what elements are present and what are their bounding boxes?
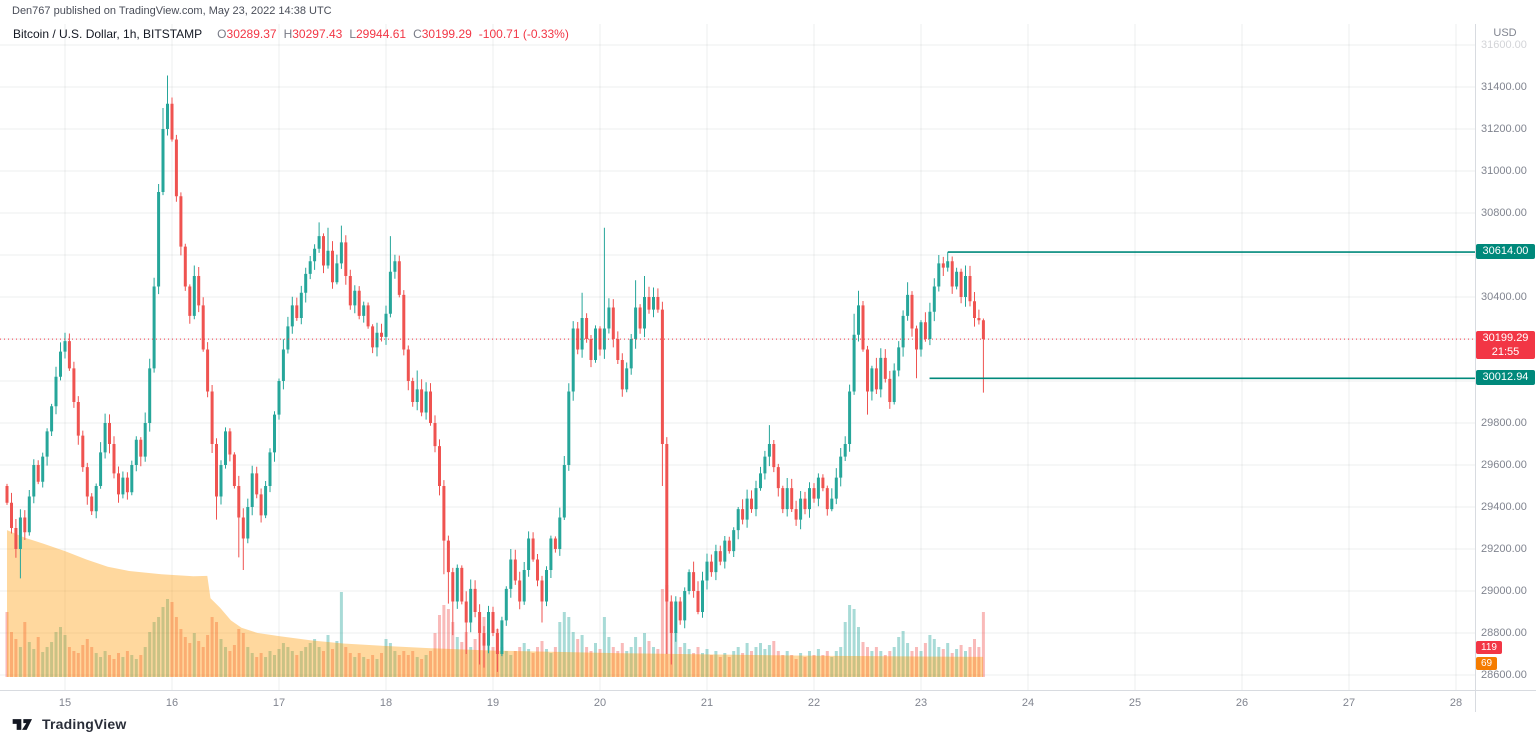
candles-layer xyxy=(5,75,985,672)
ohlc-high-value: 30297.43 xyxy=(292,27,343,41)
ohlc-close-value: 30199.29 xyxy=(421,27,472,41)
down-candle-bodies xyxy=(5,103,985,655)
publish-header: Den767 published on TradingView.com, May… xyxy=(12,5,332,17)
price-tick-label-faded: 31600.00 xyxy=(1481,39,1527,51)
volume-ma-area xyxy=(7,530,984,677)
volume-bars-up xyxy=(18,592,967,677)
level-price-label-upper: 30614.00 xyxy=(1476,244,1535,260)
ohlc-open-label: O xyxy=(217,27,227,41)
ohlc-low-label: L xyxy=(349,27,356,41)
tradingview-wordmark: TradingView xyxy=(42,716,127,732)
ohlc-close-label: C xyxy=(413,27,422,41)
volume-ma-badge: 69 xyxy=(1476,657,1498,670)
volume-value-badge: 119 xyxy=(1476,641,1502,654)
ohlc-high-label: H xyxy=(283,27,293,41)
price-axis-currency-label: USD xyxy=(1493,27,1517,39)
last-price-label: 30199.29 21:55 xyxy=(1476,331,1535,360)
tradingview-logo-icon xyxy=(12,718,32,730)
volume-layer xyxy=(5,585,985,677)
price-axis-separator[interactable] xyxy=(1475,24,1476,712)
time-axis-separator[interactable] xyxy=(0,690,1536,691)
tradingview-logo[interactable]: TradingView xyxy=(12,716,126,732)
grid-layer xyxy=(0,24,1475,690)
change-value: -100.71 (-0.33%) xyxy=(478,27,569,41)
ohlc-open-value: 30289.37 xyxy=(226,27,277,41)
chart-legend[interactable]: Bitcoin / U.S. Dollar, 1h, BITSTAMP O3028… xyxy=(13,27,569,41)
symbol-title[interactable]: Bitcoin / U.S. Dollar, 1h, BITSTAMP xyxy=(13,27,203,41)
level-price-label-lower: 30012.94 xyxy=(1476,370,1535,386)
last-price-value: 30199.29 xyxy=(1482,332,1529,345)
ohlc-low-value: 29944.61 xyxy=(356,27,407,41)
candle-countdown: 21:55 xyxy=(1491,346,1520,359)
volume-ma-area-layer xyxy=(7,530,984,677)
levels-layer xyxy=(0,251,1475,380)
level-upper-text: 30614.00 xyxy=(1482,245,1529,258)
publish-info-text: Den767 published on TradingView.com, May… xyxy=(12,5,332,17)
level-lower-text: 30012.94 xyxy=(1482,371,1529,384)
